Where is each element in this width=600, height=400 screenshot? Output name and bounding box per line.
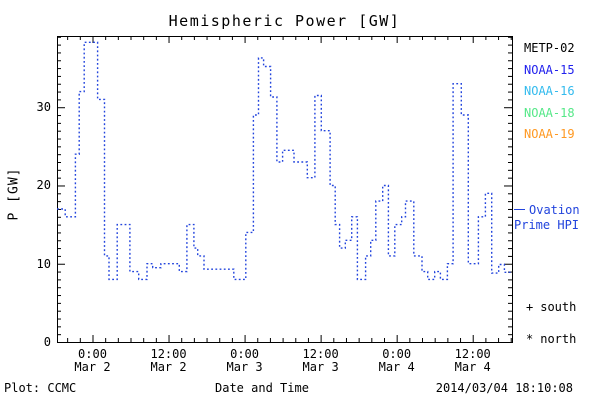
ovation-label-line1: Ovation — [529, 203, 580, 217]
ovation-label-line2: Prime HPI — [514, 218, 580, 232]
y-tick-label: 10 — [36, 256, 51, 271]
legend-item-noaa15: NOAA-15 — [524, 62, 575, 77]
plus-marker-icon: + — [526, 300, 534, 314]
x-tick-label: 12:00 Mar 3 — [302, 347, 339, 374]
footer-timestamp: 2014/03/04 18:10:08 — [435, 381, 573, 395]
chart-title: Hemispheric Power [GW] — [168, 12, 401, 30]
x-tick-label: 12:00 Mar 2 — [150, 347, 187, 374]
x-tick-label: 12:00 Mar 4 — [454, 347, 491, 374]
x-axis-title: Date and Time — [215, 381, 309, 395]
y-tick-label: 0 — [43, 335, 51, 349]
ovation-legend: Ovation Prime HPI — [514, 203, 600, 233]
hpi-step-line — [57, 41, 512, 281]
north-marker-label: north — [540, 332, 577, 346]
footer-credit: Plot: CCMC — [4, 381, 77, 395]
asterisk-marker-icon: * — [526, 332, 534, 346]
x-tick-label: 0:00 Mar 2 — [74, 347, 111, 374]
south-marker-label: south — [540, 300, 577, 314]
ovation-dash-sample — [514, 208, 525, 211]
north-marker-note: * north — [526, 332, 576, 346]
x-tick-label: 0:00 Mar 3 — [226, 347, 263, 374]
y-tick-label: 20 — [36, 178, 51, 193]
legend-item-metp02: METP-02 — [524, 41, 575, 55]
legend-item-noaa18: NOAA-18 — [524, 105, 575, 120]
satellite-legend: METP-02 NOAA-15 NOAA-16 NOAA-18 NOAA-19 — [524, 41, 575, 149]
y-tick-label: 30 — [36, 100, 51, 115]
south-marker-note: + south — [526, 300, 576, 314]
x-tick-label: 0:00 Mar 4 — [378, 347, 415, 374]
legend-item-noaa19: NOAA-19 — [524, 127, 575, 141]
legend-item-noaa16: NOAA-16 — [524, 84, 575, 98]
